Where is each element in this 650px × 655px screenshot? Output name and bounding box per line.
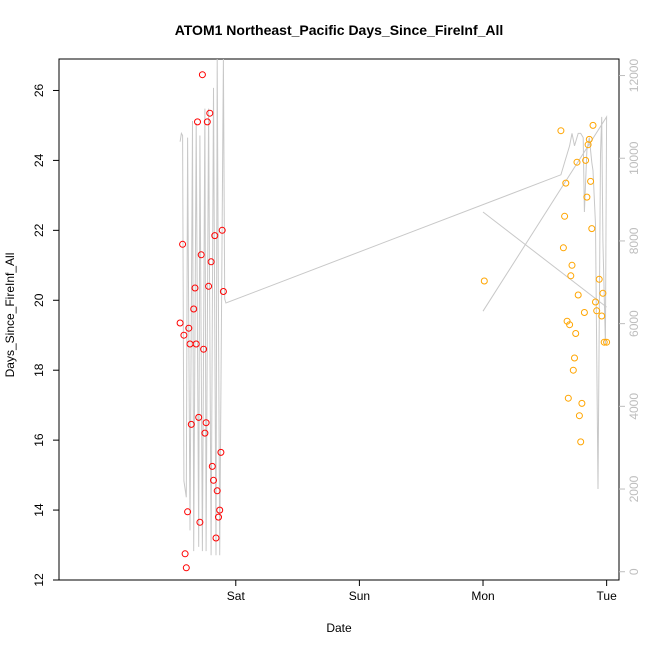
data-point-series-2 <box>559 244 567 252</box>
y-axis-label: Days_Since_FireInf_All <box>3 253 17 378</box>
data-point-series-2 <box>592 298 599 306</box>
data-point-series-2 <box>583 193 591 201</box>
data-point-series-2 <box>562 179 570 187</box>
data-point-series-2 <box>582 156 590 164</box>
y2-tick-label: 10000 <box>627 141 641 175</box>
y-tick-label: 14 <box>32 503 46 517</box>
data-point-series-2 <box>567 272 575 280</box>
data-point-series-2 <box>572 330 580 337</box>
data-point-series-2 <box>561 212 569 220</box>
data-point-series-1 <box>190 305 198 313</box>
data-point-series-1 <box>184 508 192 516</box>
data-point-series-2 <box>571 354 578 362</box>
data-point-series-1 <box>206 109 214 117</box>
data-point-series-1 <box>200 345 208 353</box>
data-point-series-1 <box>218 226 226 234</box>
x-tick-label: Sat <box>227 589 246 603</box>
data-point-series-2 <box>603 338 611 346</box>
data-point-series-1 <box>197 251 205 259</box>
data-point-series-1 <box>195 413 203 421</box>
data-point-series-1 <box>192 340 200 348</box>
y2-tick-label: 12000 <box>627 59 641 93</box>
y2-tick-label: 4000 <box>627 393 641 420</box>
data-point-series-1 <box>198 71 206 79</box>
data-point-series-2 <box>575 412 583 420</box>
data-point-series-1 <box>181 550 189 558</box>
data-point-series-1 <box>179 240 187 248</box>
y-tick-label: 24 <box>32 153 46 167</box>
data-point-series-2 <box>573 158 581 166</box>
y2-tick-label: 0 <box>627 568 641 575</box>
data-point-series-1 <box>180 331 188 339</box>
data-point-series-1 <box>212 534 220 542</box>
data-point-series-2 <box>585 135 593 143</box>
data-point-series-2 <box>595 275 603 283</box>
data-point-series-1 <box>176 319 184 327</box>
data-point-series-2 <box>580 309 588 316</box>
y-tick-label: 18 <box>32 363 46 377</box>
data-point-series-1 <box>196 518 204 526</box>
data-point-series-1 <box>203 118 211 126</box>
data-point-series-2 <box>574 291 582 299</box>
x-tick-label: Sun <box>349 589 370 603</box>
data-point-series-2 <box>598 312 606 320</box>
data-point-series-1 <box>191 284 199 292</box>
data-point-series-2 <box>600 338 608 346</box>
y2-tick-label: 2000 <box>627 475 641 502</box>
data-point-series-2 <box>557 127 565 135</box>
y2-tick-label: 8000 <box>627 227 641 254</box>
data-point-series-2 <box>569 366 577 374</box>
data-point-series-1 <box>202 419 210 427</box>
data-point-series-2 <box>564 394 572 402</box>
x-axis-label: Date <box>326 621 352 635</box>
data-point-series-1 <box>185 324 193 332</box>
data-point-series-1 <box>208 462 216 470</box>
data-point-series-1 <box>215 513 222 521</box>
plot-border <box>58 58 620 581</box>
data-point-series-1 <box>205 282 213 290</box>
data-point-series-1 <box>210 476 217 484</box>
data-point-series-1 <box>194 118 201 126</box>
data-point-series-2 <box>599 289 607 297</box>
chart-title: ATOM1 Northeast_Pacific Days_Since_FireI… <box>175 22 504 38</box>
data-point-series-1 <box>213 487 221 495</box>
y-tick-label: 22 <box>32 223 46 237</box>
y-tick-label: 16 <box>32 433 46 447</box>
y-tick-label: 26 <box>32 83 46 97</box>
data-point-series-1 <box>219 288 227 295</box>
data-point-series-2 <box>588 225 596 233</box>
y-tick-label: 20 <box>32 293 46 307</box>
data-point-series-1 <box>187 420 195 428</box>
data-point-series-1 <box>207 258 215 266</box>
secondary-line-1 <box>179 58 608 556</box>
data-point-series-1 <box>182 564 190 572</box>
data-point-series-2 <box>584 141 592 149</box>
data-point-series-1 <box>201 429 209 437</box>
x-tick-label: Tue <box>597 589 618 603</box>
y-tick-label: 12 <box>32 573 46 587</box>
plot-layer: Sat Sun Mon Tue 12 14 16 18 20 22 24 26 0 2000 4000 600… <box>32 58 641 603</box>
secondary-line-2 <box>482 211 607 308</box>
data-point-series-1 <box>216 506 224 514</box>
data-point-series-2 <box>480 277 488 285</box>
x-tick-label: Mon <box>471 589 494 603</box>
data-point-series-2 <box>587 177 595 185</box>
data-point-series-2 <box>578 399 586 407</box>
data-point-series-2 <box>589 121 597 129</box>
data-point-series-2 <box>566 321 574 329</box>
data-point-series-1 <box>211 232 219 240</box>
data-point-series-1 <box>217 448 225 456</box>
y2-tick-label: 6000 <box>627 310 641 337</box>
data-point-series-2 <box>593 307 601 315</box>
data-point-series-2 <box>577 438 585 446</box>
data-point-series-2 <box>568 261 576 269</box>
